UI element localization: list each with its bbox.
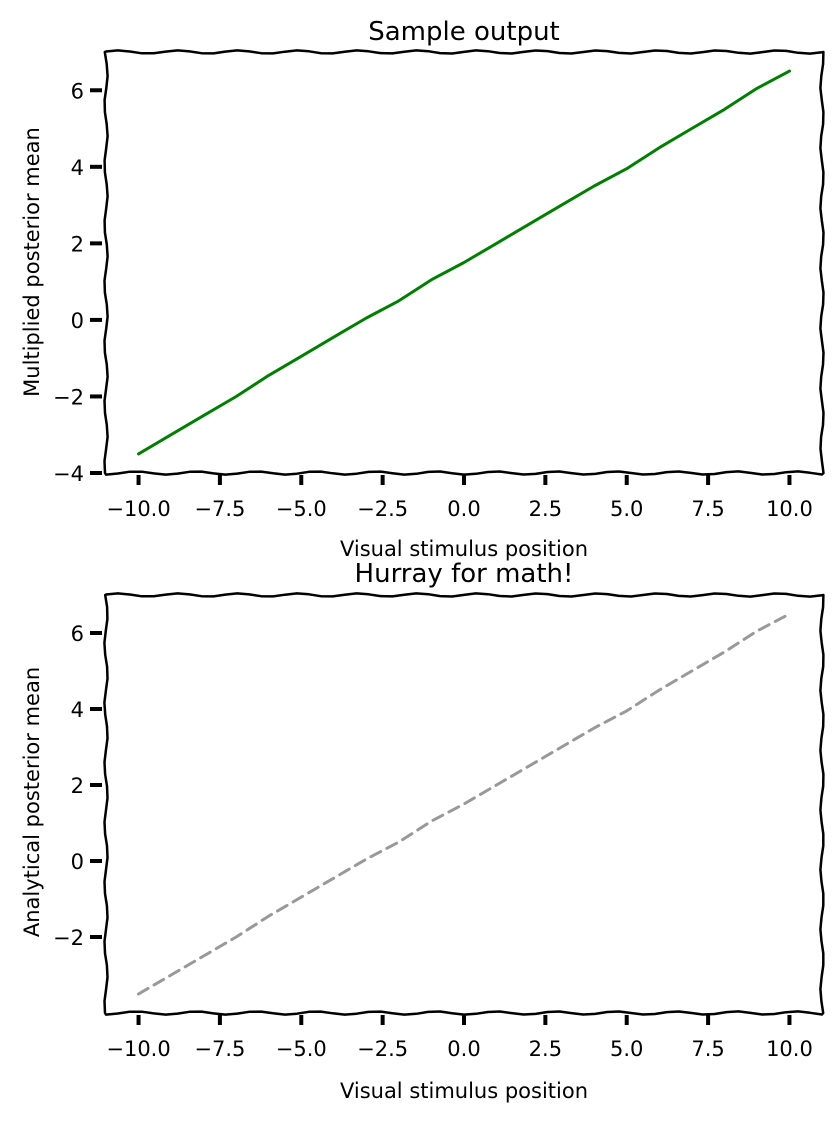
top-x-tick-label: 0.0 — [447, 497, 480, 521]
top-chart-title: Sample output — [368, 17, 560, 47]
bottom-y-tick-label: 2 — [71, 774, 84, 798]
bottom-y-axis-label: Analytical posterior mean — [20, 667, 44, 937]
top-y-tick-label: 0 — [71, 309, 84, 333]
bottom-y-tick-label: 4 — [71, 698, 84, 722]
top-y-tick-label: −2 — [53, 385, 84, 409]
bottom-y-tick-label: −2 — [53, 926, 84, 950]
bottom-y-ticks: −2 0 2 4 6 — [53, 622, 102, 950]
bottom-x-tick-label: −2.5 — [357, 1037, 408, 1061]
top-y-tick-label: −4 — [53, 462, 84, 486]
bottom-x-tick-label: 0.0 — [447, 1037, 480, 1061]
bottom-series-line — [137, 612, 791, 996]
bottom-y-tick-label: 6 — [71, 622, 84, 646]
bottom-y-tick-label: 0 — [71, 850, 84, 874]
top-y-tick-label: 6 — [71, 79, 84, 103]
top-x-tick-label: 10.0 — [766, 497, 813, 521]
top-series-line — [137, 69, 791, 456]
top-x-tick-label: 7.5 — [691, 497, 724, 521]
bottom-x-tick-label: −7.5 — [194, 1037, 245, 1061]
bottom-x-tick-label: −5.0 — [276, 1037, 327, 1061]
top-data-layer — [137, 69, 791, 456]
top-x-tick-label: 2.5 — [529, 497, 562, 521]
top-x-tick-label: −5.0 — [276, 497, 327, 521]
bottom-data-layer — [137, 612, 791, 996]
bottom-x-axis-label: Visual stimulus position — [340, 1079, 588, 1103]
top-plot-frame — [103, 49, 825, 476]
top-y-ticks: −4 −2 0 2 4 6 — [53, 79, 102, 486]
top-y-axis-label: Multiplied posterior mean — [20, 127, 44, 397]
top-x-axis-label: Visual stimulus position — [340, 537, 588, 561]
bottom-chart-title: Hurray for math! — [355, 559, 574, 589]
top-y-tick-label: 2 — [71, 232, 84, 256]
top-x-tick-label: −7.5 — [194, 497, 245, 521]
top-y-tick-label: 4 — [71, 156, 84, 180]
top-x-tick-label: 5.0 — [610, 497, 643, 521]
top-x-ticks: −10.0 −7.5 −5.0 −2.5 0.0 2.5 5.0 7.5 10.0 — [106, 475, 813, 521]
chart-bottom: −10.0 −7.5 −5.0 −2.5 0.0 2.5 5.0 7.5 10.0 −2 0 2 4 6… — [20, 559, 825, 1103]
top-x-tick-label: −2.5 — [357, 497, 408, 521]
bottom-plot-frame — [103, 592, 825, 1016]
bottom-x-tick-label: 7.5 — [691, 1037, 724, 1061]
bottom-x-tick-label: −10.0 — [106, 1037, 170, 1061]
top-x-tick-label: −10.0 — [106, 497, 170, 521]
bottom-x-tick-label: 5.0 — [610, 1037, 643, 1061]
chart-top: −10.0 −7.5 −5.0 −2.5 0.0 2.5 5.0 7.5 10.0 −4 −2 0 2… — [20, 17, 825, 561]
bottom-x-tick-label: 2.5 — [529, 1037, 562, 1061]
bottom-x-ticks: −10.0 −7.5 −5.0 −2.5 0.0 2.5 5.0 7.5 10.0 — [106, 1015, 813, 1061]
bottom-x-tick-label: 10.0 — [766, 1037, 813, 1061]
